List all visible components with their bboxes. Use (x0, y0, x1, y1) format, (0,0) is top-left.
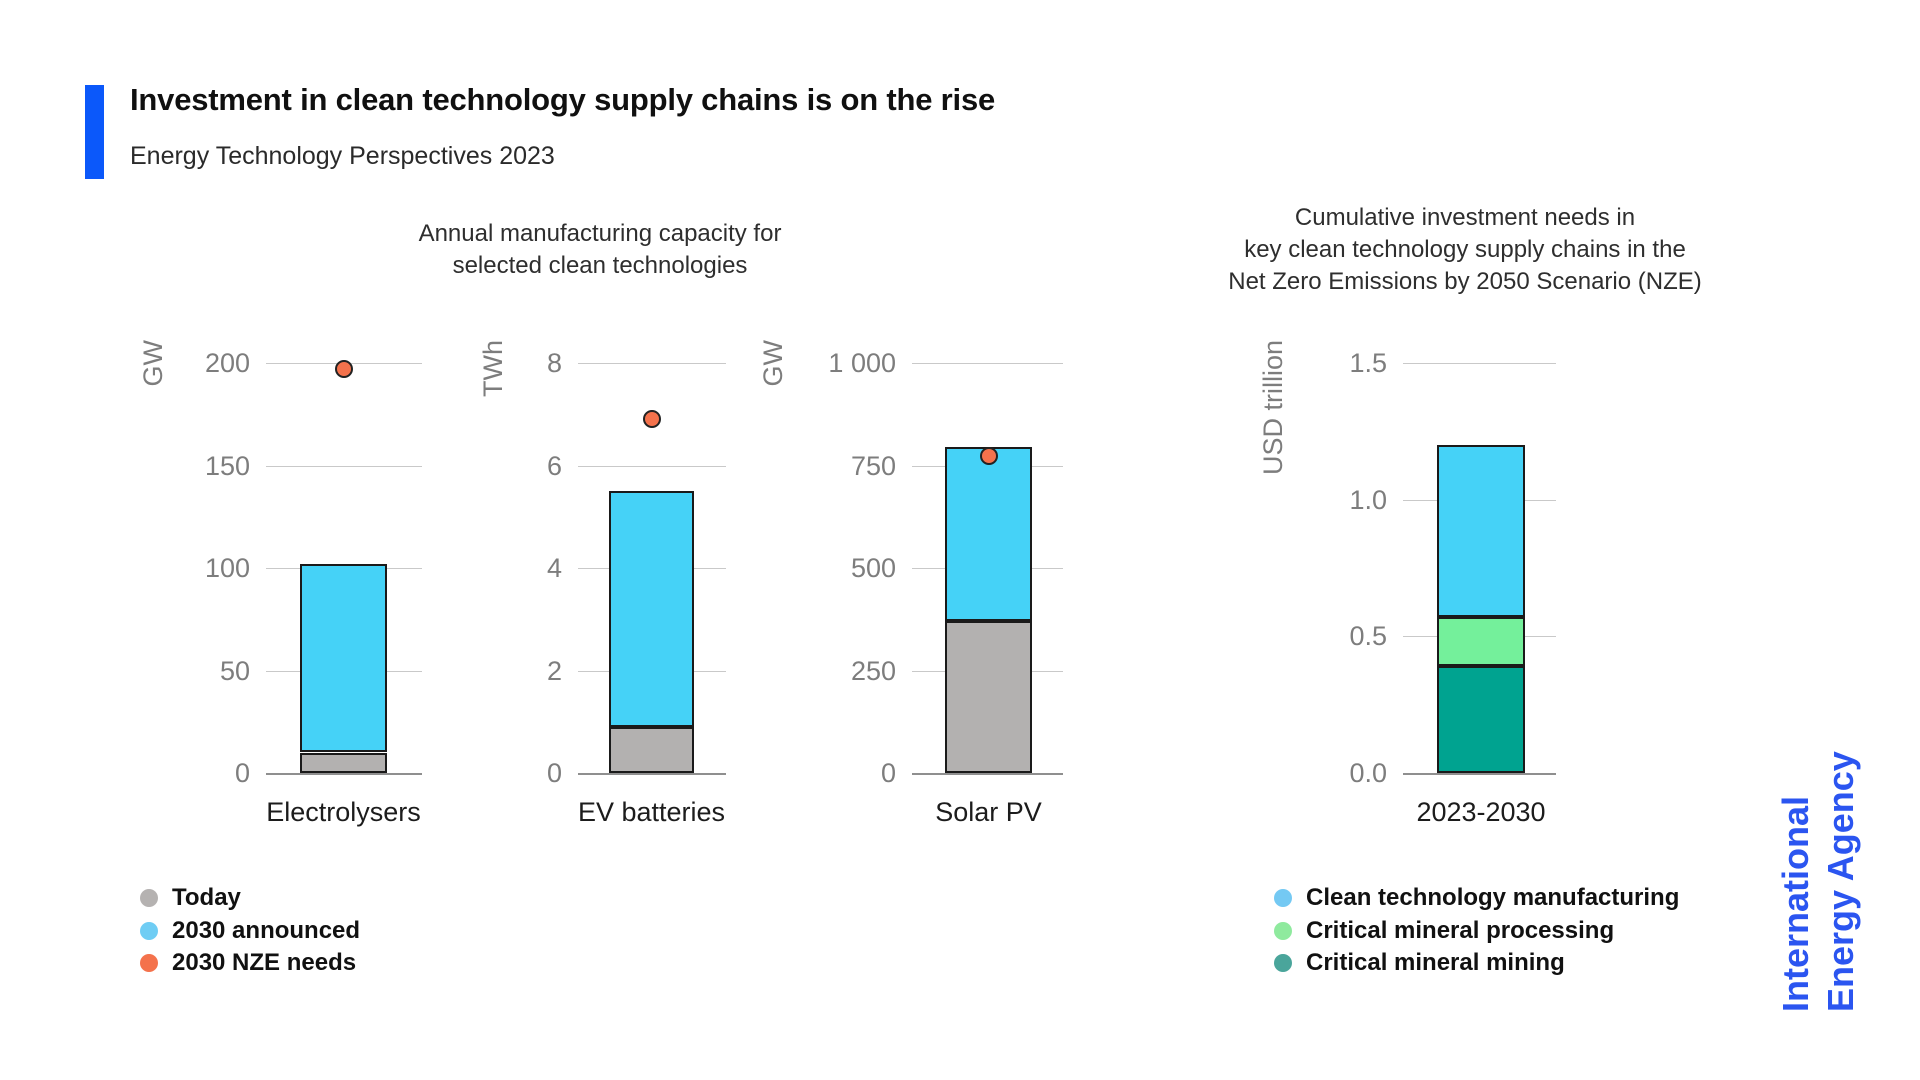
iea-logo: International Energy Agency (1773, 751, 1863, 1012)
y-axis-unit-label: USD trillion (1258, 340, 1288, 476)
today-bar-segment (609, 726, 694, 773)
gridline (578, 363, 726, 364)
legend-item-critical-mineral-mining: Critical mineral mining (1274, 949, 1565, 977)
chart-title-line: Cumulative investment needs in (1294, 204, 1636, 231)
announced-legend-dot (140, 922, 158, 940)
y-tick-label: 750 (850, 450, 896, 481)
gridline (266, 465, 422, 467)
y-tick-label: 8 (546, 348, 562, 378)
investment-legend: Clean technology manufacturing Critical … (1274, 884, 1794, 994)
chart-title-line: Net Zero Emissions by 2050 Scenario (NZE… (1228, 268, 1702, 295)
y-axis-unit-label: GW (758, 340, 788, 387)
accent-bar (85, 85, 104, 179)
legend-label: 2030 NZE needs (172, 949, 357, 976)
nze-needs-marker (334, 360, 353, 379)
x-axis-line (912, 773, 1063, 775)
y-axis-unit-label: TWh (478, 340, 508, 397)
category-label: 2023-2030 (1416, 797, 1546, 827)
y-tick-label: 0.5 (1349, 621, 1387, 652)
today-bar-segment (300, 752, 387, 773)
y-tick-label: 1.0 (1349, 484, 1387, 515)
y-tick-label: 1.5 (1349, 348, 1387, 378)
chart-title-line: selected clean technologies (452, 252, 748, 279)
legend-item-clean-tech-manufacturing: Clean technology manufacturing (1274, 884, 1679, 912)
x-axis-line (578, 773, 726, 775)
legend-label: Critical mineral processing (1306, 917, 1615, 944)
critical-mineral-processing-bar-segment (1437, 617, 1525, 667)
announced-2030-bar-segment (945, 447, 1032, 622)
y-tick-label: 0.0 (1349, 758, 1387, 788)
today-legend-dot (140, 889, 158, 907)
gridline (578, 465, 726, 467)
gridline (1403, 363, 1556, 364)
legend-item-2030-nze-needs: 2030 NZE needs (140, 949, 356, 977)
announced-2030-bar-segment (609, 491, 694, 727)
chart-title-line: key clean technology supply chains in th… (1244, 236, 1686, 263)
page-title: Investment in clean technology supply ch… (130, 82, 996, 117)
y-tick-label: 2 (546, 655, 562, 686)
legend-label: Today (172, 884, 241, 911)
category-label: EV batteries (577, 797, 726, 827)
category-label: Electrolysers (266, 797, 421, 827)
manufacturing-legend-dot (1274, 889, 1292, 907)
legend-item-critical-mineral-processing: Critical mineral processing (1274, 917, 1614, 945)
capacity-legend: Today 2030 announced 2030 NZE needs (140, 884, 540, 994)
nze-needs-marker (979, 447, 998, 466)
y-axis-unit-label: GW (138, 340, 168, 387)
y-tick-label: 6 (546, 450, 562, 481)
y-tick-label: 50 (219, 655, 250, 686)
processing-legend-dot (1274, 922, 1292, 940)
y-tick-label: 200 (204, 348, 250, 378)
legend-label: Critical mineral mining (1306, 949, 1565, 976)
y-tick-label: 0 (880, 758, 896, 788)
legend-item-today: Today (140, 884, 241, 912)
y-tick-label: 1 000 (828, 348, 896, 378)
x-axis-line (1403, 773, 1556, 775)
nze-needs-marker (642, 410, 661, 429)
legend-label: Clean technology manufacturing (1306, 884, 1680, 911)
clean-technology-manufacturing-bar-segment (1437, 445, 1525, 618)
chart-title-line: Annual manufacturing capacity for (418, 220, 782, 247)
critical-mineral-mining-bar-segment (1437, 666, 1525, 773)
y-tick-label: 4 (546, 553, 562, 583)
capacity-chart-title: Annual manufacturing capacity for selecte… (300, 218, 900, 282)
legend-item-2030-announced: 2030 announced (140, 917, 360, 945)
mining-legend-dot (1274, 954, 1292, 972)
announced-2030-bar-segment (300, 563, 387, 753)
category-label: Solar PV (935, 797, 1042, 827)
iea-logo-line1: International (1775, 795, 1816, 1012)
iea-logo-line2: Energy Agency (1820, 751, 1861, 1012)
y-tick-label: 0 (546, 758, 562, 788)
y-tick-label: 100 (204, 553, 250, 583)
legend-label: 2030 announced (172, 917, 361, 944)
nze-needs-legend-dot (140, 954, 158, 972)
y-tick-label: 150 (204, 450, 250, 481)
investment-chart-title: Cumulative investment needs in key clean … (1140, 202, 1790, 298)
y-tick-label: 500 (850, 553, 896, 583)
x-axis-line (266, 773, 422, 775)
y-tick-label: 0 (234, 758, 250, 788)
y-tick-label: 250 (850, 655, 896, 686)
page-subtitle: Energy Technology Perspectives 2023 (130, 142, 555, 170)
gridline (912, 363, 1063, 364)
today-bar-segment (945, 621, 1032, 773)
